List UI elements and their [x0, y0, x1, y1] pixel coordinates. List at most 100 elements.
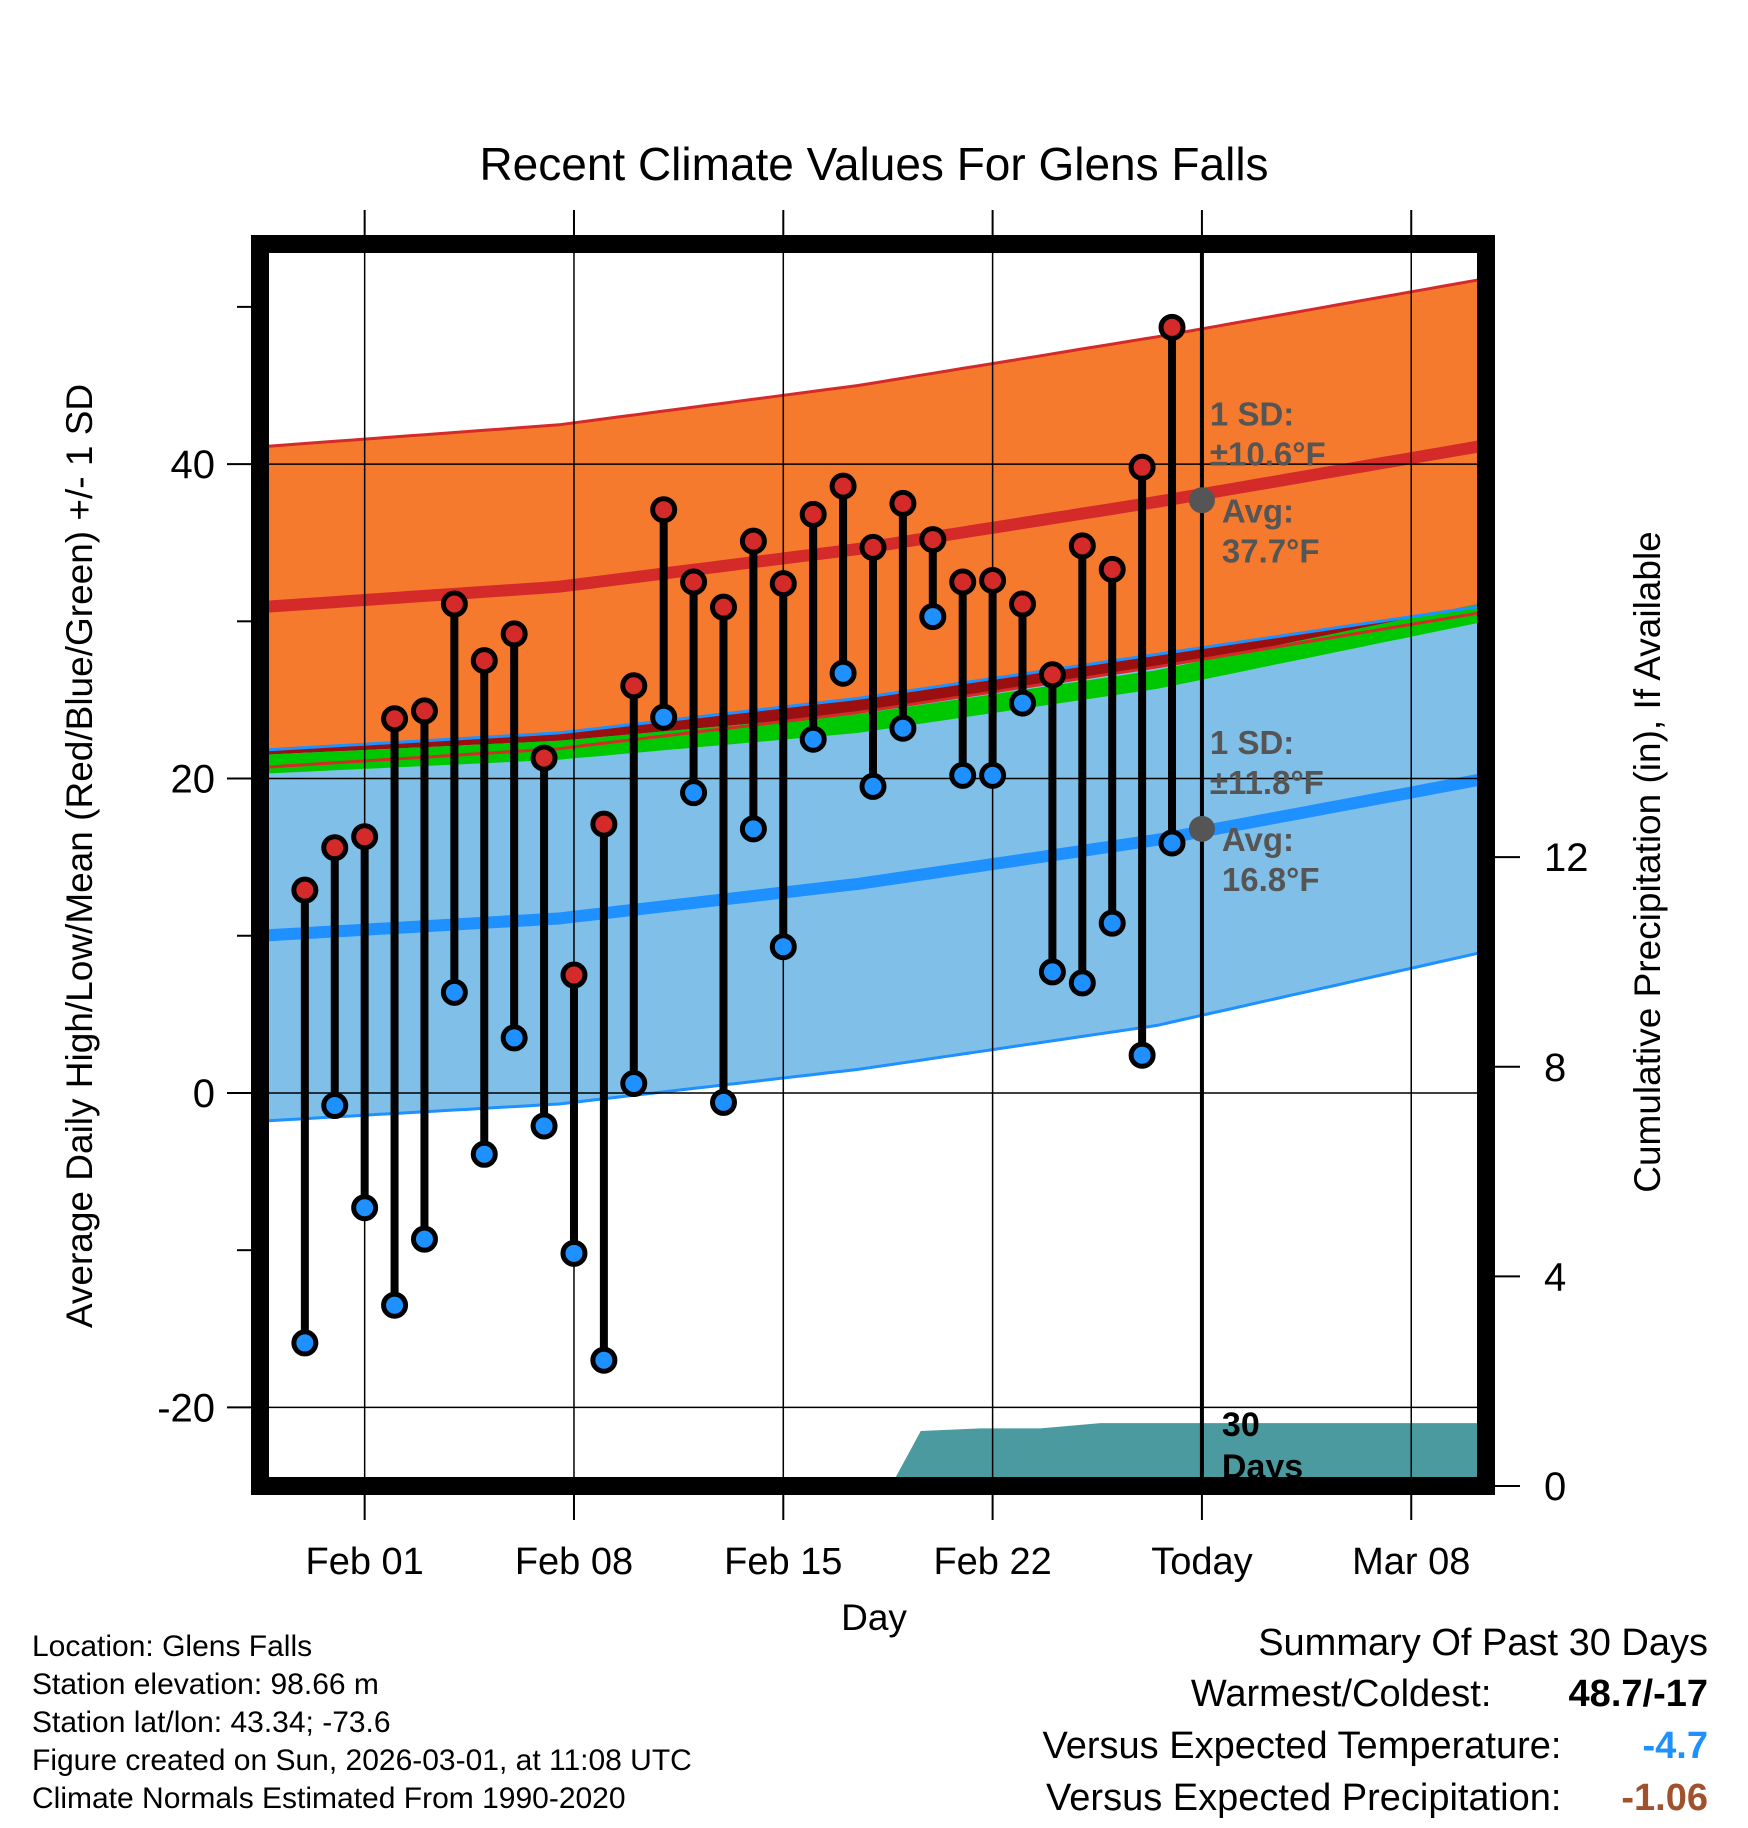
x-tick-label: Today — [1151, 1541, 1252, 1583]
today-high-avg-marker — [1188, 487, 1215, 514]
normal-mean-band — [260, 602, 1486, 774]
daily-low-point — [321, 1092, 349, 1120]
y2-tick-label: 8 — [1544, 1046, 1566, 1090]
x-tick-label: Feb 01 — [306, 1541, 424, 1583]
daily-low-point — [949, 761, 977, 789]
x-tick-label: Feb 22 — [933, 1541, 1051, 1583]
daily-high-point — [410, 697, 438, 725]
daily-high-point — [500, 620, 528, 648]
y-tick-label: 20 — [171, 758, 216, 802]
low-sd-value: ±11.8°F — [1210, 764, 1324, 801]
daily-high-point — [381, 705, 409, 733]
summary-precip-value: -1.06 — [1621, 1777, 1708, 1819]
daily-high-point — [919, 526, 947, 554]
daily-low-point — [530, 1112, 558, 1140]
daily-high-point — [590, 810, 618, 838]
x-tick-label: Mar 08 — [1352, 1541, 1470, 1583]
daily-low-point — [979, 761, 1007, 789]
daily-high-point — [1068, 532, 1096, 560]
summary-precip-row: Versus Expected Precipitation: -1.06 — [1043, 1772, 1708, 1824]
info-created: Figure created on Sun, 2026-03-01, at 11… — [32, 1744, 692, 1777]
y-axis-label: Average Daily High/Low/Mean (Red/Blue/Gr… — [59, 384, 100, 1328]
info-latlon: Station lat/lon: 43.34; -73.6 — [32, 1706, 391, 1739]
daily-high-point — [889, 489, 917, 517]
y2-tick-label: 0 — [1544, 1465, 1566, 1509]
x-tick-label: Feb 15 — [724, 1541, 842, 1583]
daily-high-point — [650, 496, 678, 524]
summary-warmest-row: Warmest/Coldest: 48.7/-17 — [1043, 1668, 1708, 1720]
daily-low-point — [1098, 909, 1126, 937]
y2-tick-label: 4 — [1544, 1255, 1566, 1299]
daily-high-point — [829, 472, 857, 500]
info-elevation: Station elevation: 98.66 m — [32, 1668, 379, 1701]
daily-low-point — [799, 725, 827, 753]
summary-warmest-value: 48.7/-17 — [1568, 1673, 1708, 1715]
low-avg-value: 16.8°F — [1222, 861, 1320, 898]
info-normals: Climate Normals Estimated From 1990-2020 — [32, 1782, 626, 1815]
daily-low-point — [560, 1239, 588, 1267]
daily-high-point — [739, 527, 767, 555]
high-sd-label: 1 SD: — [1210, 395, 1294, 432]
daily-high-point — [1128, 453, 1156, 481]
low-avg-label: Avg: — [1222, 821, 1294, 858]
daily-low-point — [1038, 958, 1066, 986]
summary-panel: Summary Of Past 30 Days Warmest/Coldest:… — [1043, 1618, 1708, 1824]
daily-low-point — [1128, 1041, 1156, 1069]
summary-title: Summary Of Past 30 Days — [1258, 1622, 1708, 1664]
high-avg-value: 37.7°F — [1222, 532, 1320, 569]
daily-low-point — [1068, 969, 1096, 997]
daily-high-point — [799, 500, 827, 528]
daily-low-point — [709, 1088, 737, 1116]
summary-temp-label: Versus Expected Temperature: — [1042, 1725, 1562, 1767]
daily-high-point — [1038, 661, 1066, 689]
daily-high-point — [351, 823, 379, 851]
y-tick-label: -20 — [157, 1386, 215, 1430]
high-sd-value: ±10.6°F — [1210, 435, 1326, 472]
y-tick-label: 40 — [171, 443, 216, 487]
precip-area — [890, 1423, 1486, 1486]
y2-tick-label: 12 — [1544, 836, 1589, 880]
summary-precip-label: Versus Expected Precipitation: — [1046, 1777, 1562, 1819]
daily-low-point — [590, 1346, 618, 1374]
summary-temp-row: Versus Expected Temperature: -4.7 — [1043, 1720, 1708, 1772]
daily-high-point — [709, 593, 737, 621]
daily-low-point — [381, 1291, 409, 1319]
daily-low-point — [620, 1070, 648, 1098]
daily-high-point — [1009, 590, 1037, 618]
daily-high-point — [620, 672, 648, 700]
daily-low-point — [919, 603, 947, 631]
daily-high-point — [470, 647, 498, 675]
daily-low-point — [769, 933, 797, 961]
daily-low-point — [829, 659, 857, 687]
high-avg-label: Avg: — [1222, 492, 1294, 529]
daily-high-point — [949, 568, 977, 596]
low-sd-label: 1 SD: — [1210, 724, 1294, 761]
y-tick-label: 0 — [193, 1072, 215, 1116]
daily-low-point — [440, 978, 468, 1006]
daily-low-point — [889, 714, 917, 742]
daily-low-point — [1158, 829, 1186, 857]
daily-high-point — [321, 834, 349, 862]
daily-high-point — [769, 570, 797, 598]
info-location: Location: Glens Falls — [32, 1630, 313, 1663]
daily-low-point — [1009, 689, 1037, 717]
daily-high-point — [291, 876, 319, 904]
daily-low-point — [500, 1024, 528, 1052]
normal-low-line — [260, 772, 1486, 942]
daily-high-point — [1158, 313, 1186, 341]
daily-low-point — [410, 1225, 438, 1253]
daily-high-point — [1098, 555, 1126, 583]
daily-high-point — [530, 744, 558, 772]
today-low-avg-marker — [1188, 815, 1215, 842]
plot-frame — [251, 235, 1495, 1495]
daily-high-point — [440, 590, 468, 618]
daily-high-point — [680, 568, 708, 596]
daily-low-point — [859, 772, 887, 800]
daily-low-point — [470, 1140, 498, 1168]
daily-low-point — [739, 815, 767, 843]
low-band-bottom-edge — [260, 950, 1486, 1123]
station-info: Location: Glens Falls Station elevation:… — [32, 1628, 692, 1818]
daily-low-point — [291, 1329, 319, 1357]
